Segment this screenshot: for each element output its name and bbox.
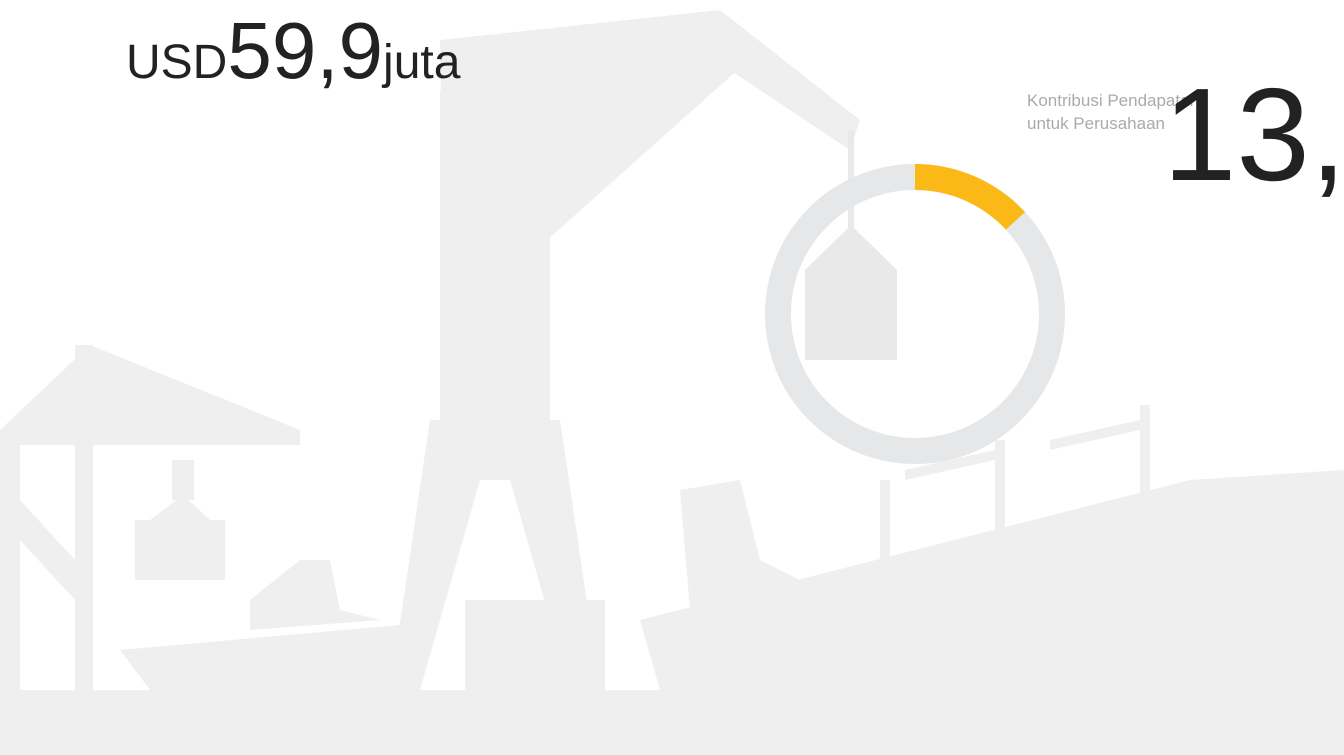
contribution-value: 13,1 — [1163, 61, 1344, 208]
headline-suffix: juta — [381, 36, 461, 89]
headline: USD59,9juta — [126, 6, 461, 95]
caption-line: untuk Perusahaan — [1027, 114, 1165, 133]
headline-prefix: USD — [126, 36, 227, 89]
donut — [765, 164, 1065, 464]
port-silhouette — [0, 10, 1344, 755]
donut-segment — [914, 164, 1025, 230]
caption-line: Kontribusi Pendapatan — [1027, 91, 1199, 110]
headline-number: 59,9 — [227, 6, 383, 95]
